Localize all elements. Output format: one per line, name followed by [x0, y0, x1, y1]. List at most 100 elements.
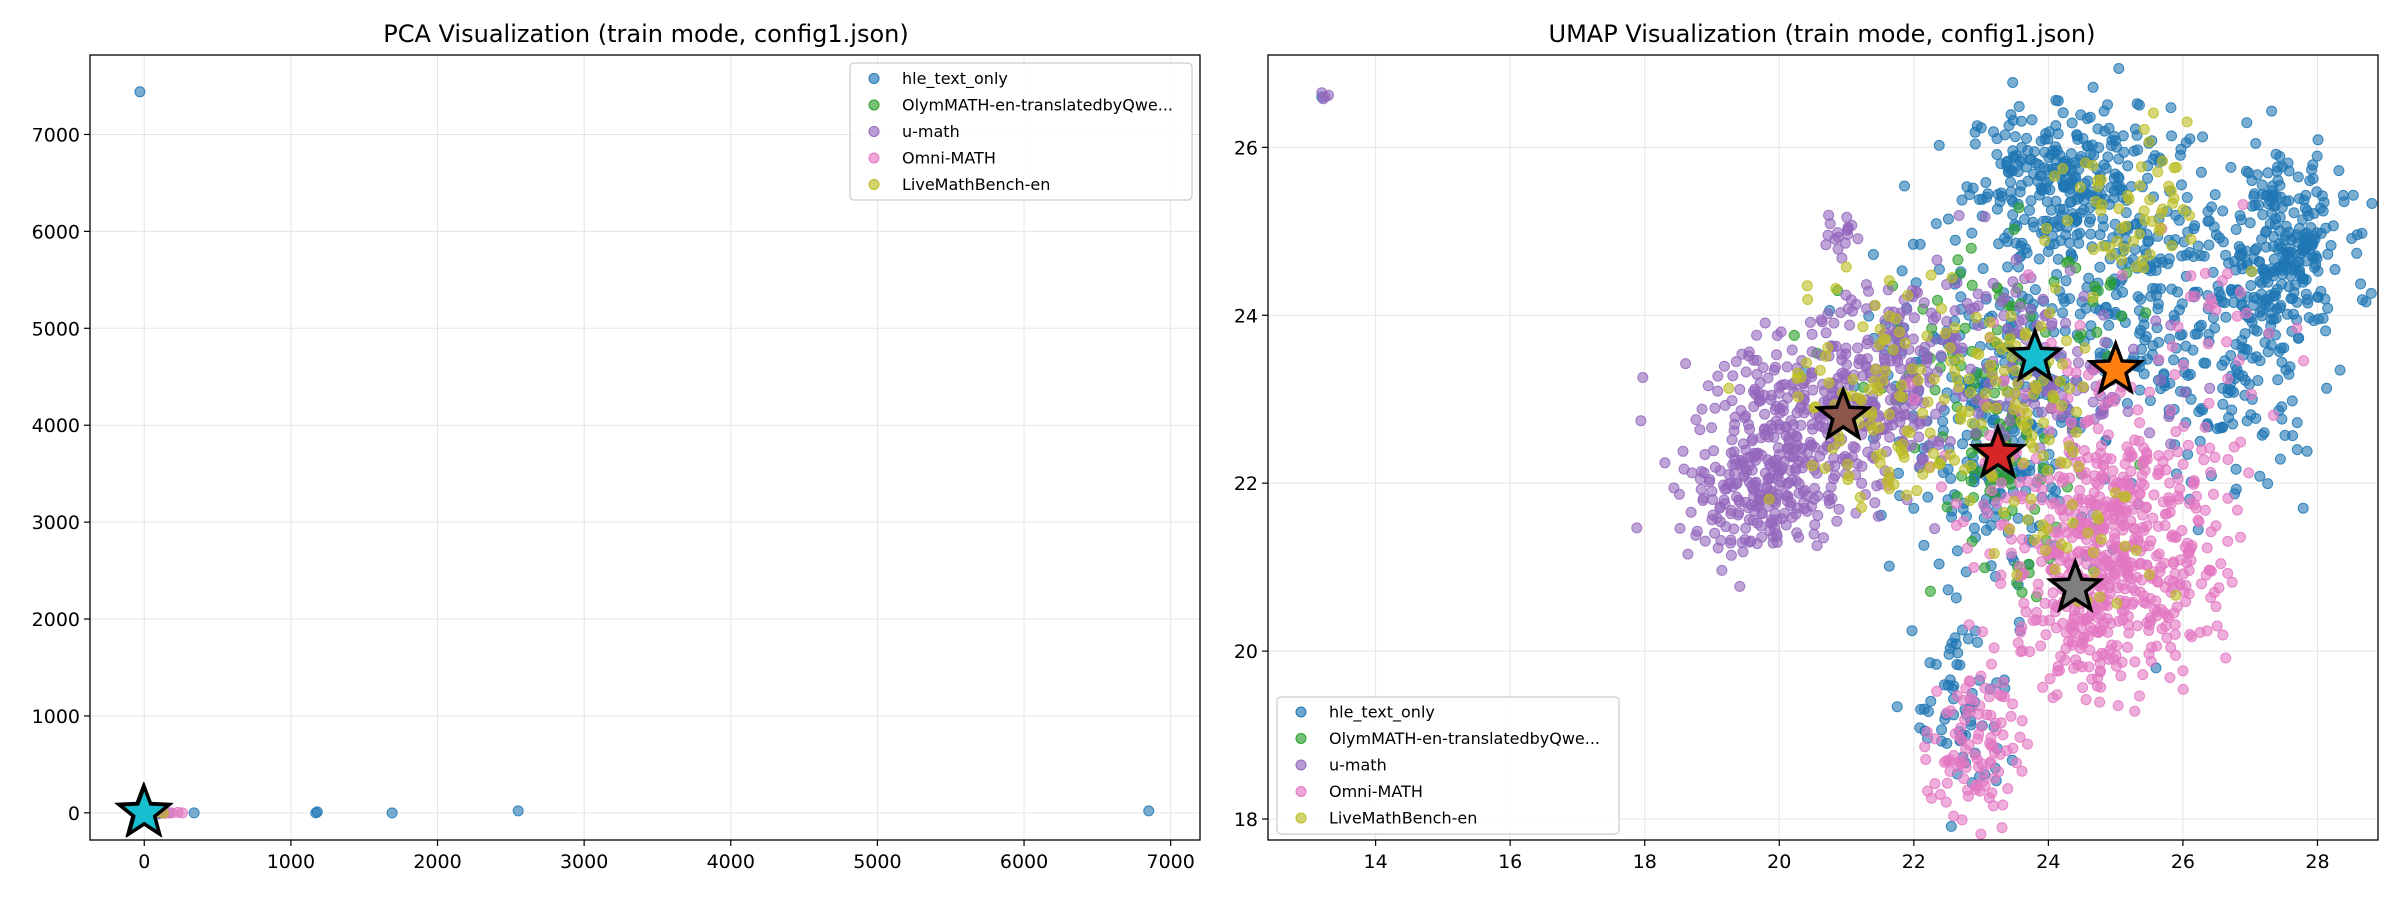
pca-xtick-label: 3000 — [560, 851, 608, 873]
umap-point-hle-text-only — [1962, 633, 1974, 645]
umap-point-livemathbench-en — [1984, 331, 1996, 343]
umap-point-livemathbench-en — [2104, 242, 2116, 253]
umap-point-hle-text-only — [2245, 409, 2257, 421]
umap-point-olymmath-en-translatedbyqwe — [2091, 326, 2103, 338]
umap-point-hle-text-only — [2241, 117, 2253, 129]
umap-point-omni-math — [2050, 497, 2061, 509]
umap-point-hle-text-only — [1914, 238, 1926, 250]
umap-point-hle-text-only — [2098, 105, 2110, 117]
umap-point-livemathbench-en — [1792, 367, 1804, 379]
pca-xtick-label: 6000 — [1000, 851, 1048, 873]
pca-legend-marker-livemath — [868, 179, 880, 190]
umap-point-u-math — [2029, 398, 2041, 410]
umap-point-omni-math — [2222, 535, 2234, 547]
umap-point-u-math — [2150, 315, 2162, 327]
umap-point-u-math — [1759, 317, 1771, 329]
umap-point-livemathbench-en — [1857, 321, 1869, 333]
umap-point-hle-text-only — [2260, 293, 2271, 305]
umap-point-u-math — [1729, 418, 1741, 430]
umap-point-livemathbench-en — [1902, 289, 1914, 301]
umap-point-livemathbench-en — [2056, 539, 2068, 550]
umap-point-livemathbench-en — [2063, 440, 2075, 452]
umap-point-hle-text-only — [1944, 642, 1956, 654]
umap-point-hle-text-only — [2075, 109, 2087, 121]
umap-point-omni-math — [2080, 694, 2092, 706]
umap-point-hle-text-only — [2057, 307, 2069, 319]
umap-point-omni-math — [2098, 399, 2110, 411]
umap-point-omni-math — [2171, 601, 2183, 613]
umap-point-hle-text-only — [2249, 188, 2260, 200]
umap-point-livemathbench-en — [1990, 375, 2002, 387]
umap-point-hle-text-only — [1945, 473, 1957, 484]
umap-point-hle-text-only — [2026, 114, 2038, 126]
umap-point-omni-math — [1964, 693, 1976, 704]
umap-point-omni-math — [2096, 647, 2108, 659]
umap-point-omni-math — [2222, 373, 2234, 385]
umap-point-hle-text-only — [2254, 470, 2266, 482]
pca-xtick-label: 7000 — [1146, 851, 1194, 873]
umap-legend-label-livemath: LiveMathBench-en — [1329, 809, 1477, 828]
umap-point-u-math — [1812, 510, 1824, 521]
umap-point-livemathbench-en — [2074, 181, 2086, 193]
umap-point-hle-text-only — [2245, 280, 2257, 291]
umap-point-hle-text-only — [2230, 224, 2242, 235]
umap-point-u-math — [1860, 360, 1872, 372]
umap-point-livemathbench-en — [2040, 544, 2052, 556]
umap-point-hle-text-only — [1936, 724, 1948, 736]
umap-legend-marker-umath — [1295, 759, 1307, 771]
umap-point-omni-math — [2241, 307, 2253, 319]
umap-point-u-math — [1737, 438, 1749, 450]
umap-point-omni-math — [2036, 556, 2048, 567]
umap-point-u-math — [1970, 427, 1982, 439]
umap-point-omni-math — [2205, 592, 2217, 604]
umap-point-u-math — [1728, 446, 1740, 458]
umap-point-omni-math — [2127, 596, 2139, 608]
umap-point-omni-math — [2140, 502, 2152, 514]
umap-point-u-math — [1703, 476, 1715, 488]
pca-centroids — [114, 781, 174, 838]
umap-point-omni-math — [2222, 492, 2234, 504]
umap-point-u-math — [1746, 464, 1758, 476]
umap-point-u-math — [2025, 304, 2037, 315]
umap-point-omni-math — [1975, 670, 1987, 682]
umap-point-hle-text-only — [1899, 180, 1910, 192]
umap-point-omni-math — [2201, 542, 2213, 554]
umap-point-hle-text-only — [2214, 422, 2226, 434]
umap-point-hle-text-only — [2122, 160, 2134, 172]
umap-point-livemathbench-en — [1980, 387, 1992, 399]
umap-point-hle-text-only — [1906, 625, 1918, 637]
umap-point-hle-text-only — [2311, 253, 2323, 264]
umap-point-omni-math — [2129, 656, 2141, 668]
umap-point-livemathbench-en — [2134, 180, 2146, 192]
umap-point-omni-math — [2169, 628, 2181, 640]
umap-point-u-math — [1317, 93, 1329, 105]
umap-point-u-math — [2165, 438, 2177, 450]
umap-point-livemathbench-en — [2057, 163, 2069, 175]
umap-point-u-math — [1631, 522, 1643, 534]
umap-point-hle-text-only — [2074, 308, 2086, 320]
umap-point-hle-text-only — [2071, 215, 2083, 227]
umap-point-u-math — [1806, 500, 1817, 512]
umap-point-u-math — [1979, 211, 1991, 223]
umap-point-hle-text-only — [1945, 820, 1957, 832]
umap-point-hle-text-only — [2130, 218, 2142, 230]
umap-point-u-math — [1941, 316, 1953, 327]
umap-point-hle-text-only — [2057, 107, 2069, 119]
umap-point-livemathbench-en — [1883, 275, 1895, 287]
umap-point-livemathbench-en — [2168, 162, 2180, 174]
umap-point-omni-math — [2199, 267, 2211, 279]
umap-point-livemathbench-en — [2071, 406, 2083, 418]
umap-point-u-math — [1795, 419, 1807, 431]
umap-point-livemathbench-en — [2118, 491, 2130, 503]
umap-point-hle-text-only — [2117, 130, 2129, 142]
umap-point-hle-text-only — [2176, 179, 2187, 191]
umap-point-omni-math — [2222, 454, 2234, 465]
umap-point-omni-math — [2151, 550, 2163, 562]
umap-point-hle-text-only — [1924, 657, 1936, 669]
umap-point-u-math — [1824, 498, 1836, 509]
umap-point-omni-math — [1996, 822, 2008, 834]
umap-point-hle-text-only — [2347, 189, 2359, 201]
umap-point-omni-math — [1948, 810, 1960, 822]
umap-point-u-math — [1709, 402, 1721, 414]
